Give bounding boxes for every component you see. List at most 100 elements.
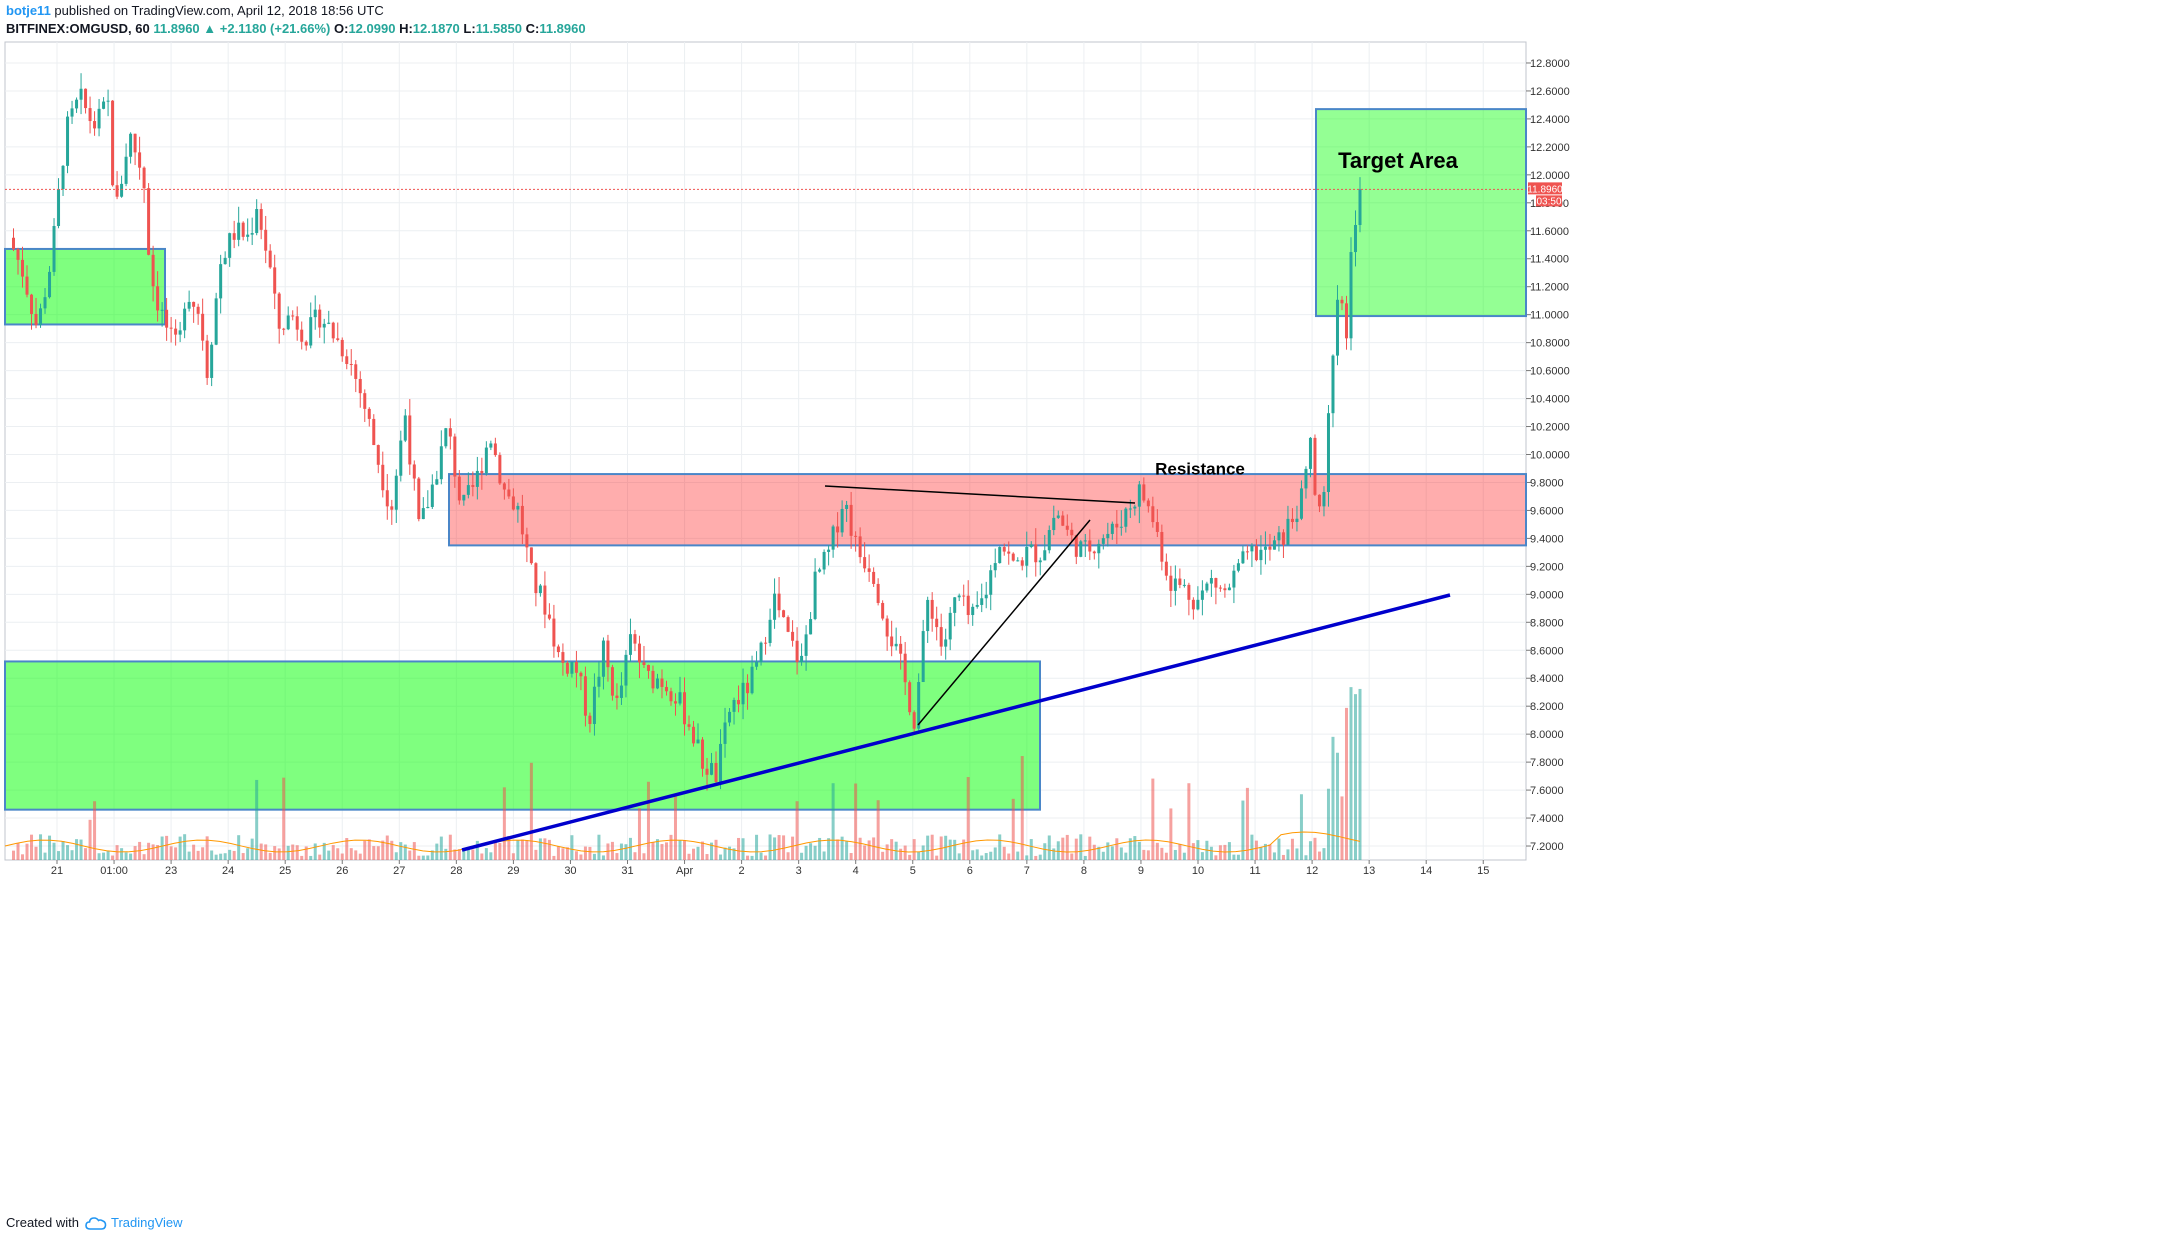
y-tick-label: 8.4000 — [1530, 673, 1564, 685]
candle-body — [250, 233, 254, 235]
candle-body — [827, 549, 831, 552]
candle-body — [1065, 525, 1069, 530]
x-tick-label: 21 — [51, 865, 63, 877]
volume-bar — [696, 846, 700, 860]
open-value: 12.0990 — [348, 21, 396, 36]
volume-bar — [466, 848, 470, 860]
candle-body — [264, 229, 268, 251]
candle-body — [1196, 599, 1200, 610]
candle-body — [800, 655, 804, 663]
x-tick-label: 28 — [450, 865, 462, 877]
x-tick-label: 23 — [165, 865, 177, 877]
y-tick-label: 11.4000 — [1530, 254, 1569, 266]
candle-body — [52, 225, 56, 272]
volume-bar — [1061, 837, 1065, 860]
candle-body — [160, 309, 164, 311]
volume-bar — [97, 853, 101, 860]
volume-bar — [863, 845, 867, 860]
volume-bar — [1070, 853, 1074, 860]
candle-body — [313, 309, 317, 318]
volume-bar — [642, 853, 646, 860]
volume-bar — [331, 845, 335, 860]
volume-bar — [93, 801, 97, 860]
candle-body — [1061, 515, 1065, 526]
volume-bar — [417, 855, 421, 860]
candle-body — [156, 286, 160, 311]
volume-bar — [885, 844, 889, 860]
volume-bar — [1353, 694, 1357, 860]
volume-bar — [957, 853, 961, 860]
volume-bar — [1286, 849, 1290, 860]
volume-bar — [1007, 853, 1011, 860]
candle-body — [412, 464, 416, 479]
candle-body — [1191, 599, 1195, 610]
candle-body — [48, 271, 52, 298]
author-link[interactable]: botje11 — [6, 3, 51, 18]
candle-body — [1331, 355, 1335, 414]
candle-body — [948, 612, 952, 640]
price-chart[interactable]: 12.800012.600012.400012.200012.000011.80… — [0, 40, 2177, 1200]
x-tick-label: 8 — [1081, 865, 1087, 877]
price-change: +2.1180 (+21.66%) — [219, 21, 331, 36]
volume-bar — [624, 844, 628, 860]
volume-bar — [538, 838, 542, 860]
candle-body — [1308, 437, 1312, 469]
volume-bar — [214, 854, 218, 860]
high-value: 12.1870 — [412, 21, 460, 36]
candle-body — [1335, 299, 1339, 356]
candle-body — [16, 249, 20, 260]
candle-body — [1074, 535, 1078, 557]
x-tick-label: 7 — [1024, 865, 1030, 877]
candle-body — [993, 563, 997, 571]
volume-bar — [1209, 846, 1213, 860]
candle-body — [34, 313, 38, 326]
tradingview-link[interactable]: TradingView — [85, 1214, 183, 1232]
volume-bar — [800, 852, 804, 860]
volume-bar — [304, 846, 308, 860]
volume-bar — [660, 844, 664, 860]
y-tick-label: 11.6000 — [1530, 226, 1569, 238]
candle-body — [147, 188, 151, 255]
candle-body — [592, 686, 596, 724]
candle-body — [619, 685, 623, 698]
volume-bar — [1236, 854, 1240, 860]
candle-body — [664, 686, 668, 692]
volume-bar — [628, 837, 632, 860]
candle-body — [732, 699, 736, 712]
candle-body — [1313, 437, 1317, 495]
y-tick-label: 7.6000 — [1530, 785, 1564, 797]
volume-bar — [1268, 844, 1272, 860]
volume-bar — [1200, 852, 1204, 860]
candle-body — [1097, 543, 1101, 554]
volume-bar — [358, 853, 362, 860]
candle-body — [768, 619, 772, 643]
volume-bar — [1263, 843, 1267, 860]
candle-body — [1115, 523, 1119, 528]
candle-body — [12, 237, 16, 250]
volume-bar — [917, 852, 921, 860]
countdown-value: 03:50 — [1536, 196, 1561, 207]
candle-body — [957, 595, 961, 598]
x-tick-label: 6 — [967, 865, 973, 877]
candle-body — [813, 571, 817, 620]
candle-body — [318, 309, 322, 328]
candle-body — [381, 464, 385, 491]
candle-body — [1286, 518, 1290, 545]
candle-body — [228, 233, 232, 258]
volume-bar — [966, 777, 970, 860]
volume-bar — [273, 846, 277, 860]
volume-bar — [1038, 854, 1042, 860]
candle-body — [223, 257, 227, 265]
volume-bar — [156, 845, 160, 860]
volume-bar — [854, 783, 858, 860]
candle-body — [791, 631, 795, 641]
y-tick-label: 9.0000 — [1530, 589, 1564, 601]
candle-body — [70, 108, 74, 117]
volume-bar — [61, 841, 65, 860]
candle-body — [538, 585, 542, 594]
volume-bar — [1178, 843, 1182, 860]
candle-body — [561, 652, 565, 663]
volume-bar — [133, 846, 137, 860]
volume-bar — [1196, 840, 1200, 860]
candle-body — [205, 340, 209, 378]
